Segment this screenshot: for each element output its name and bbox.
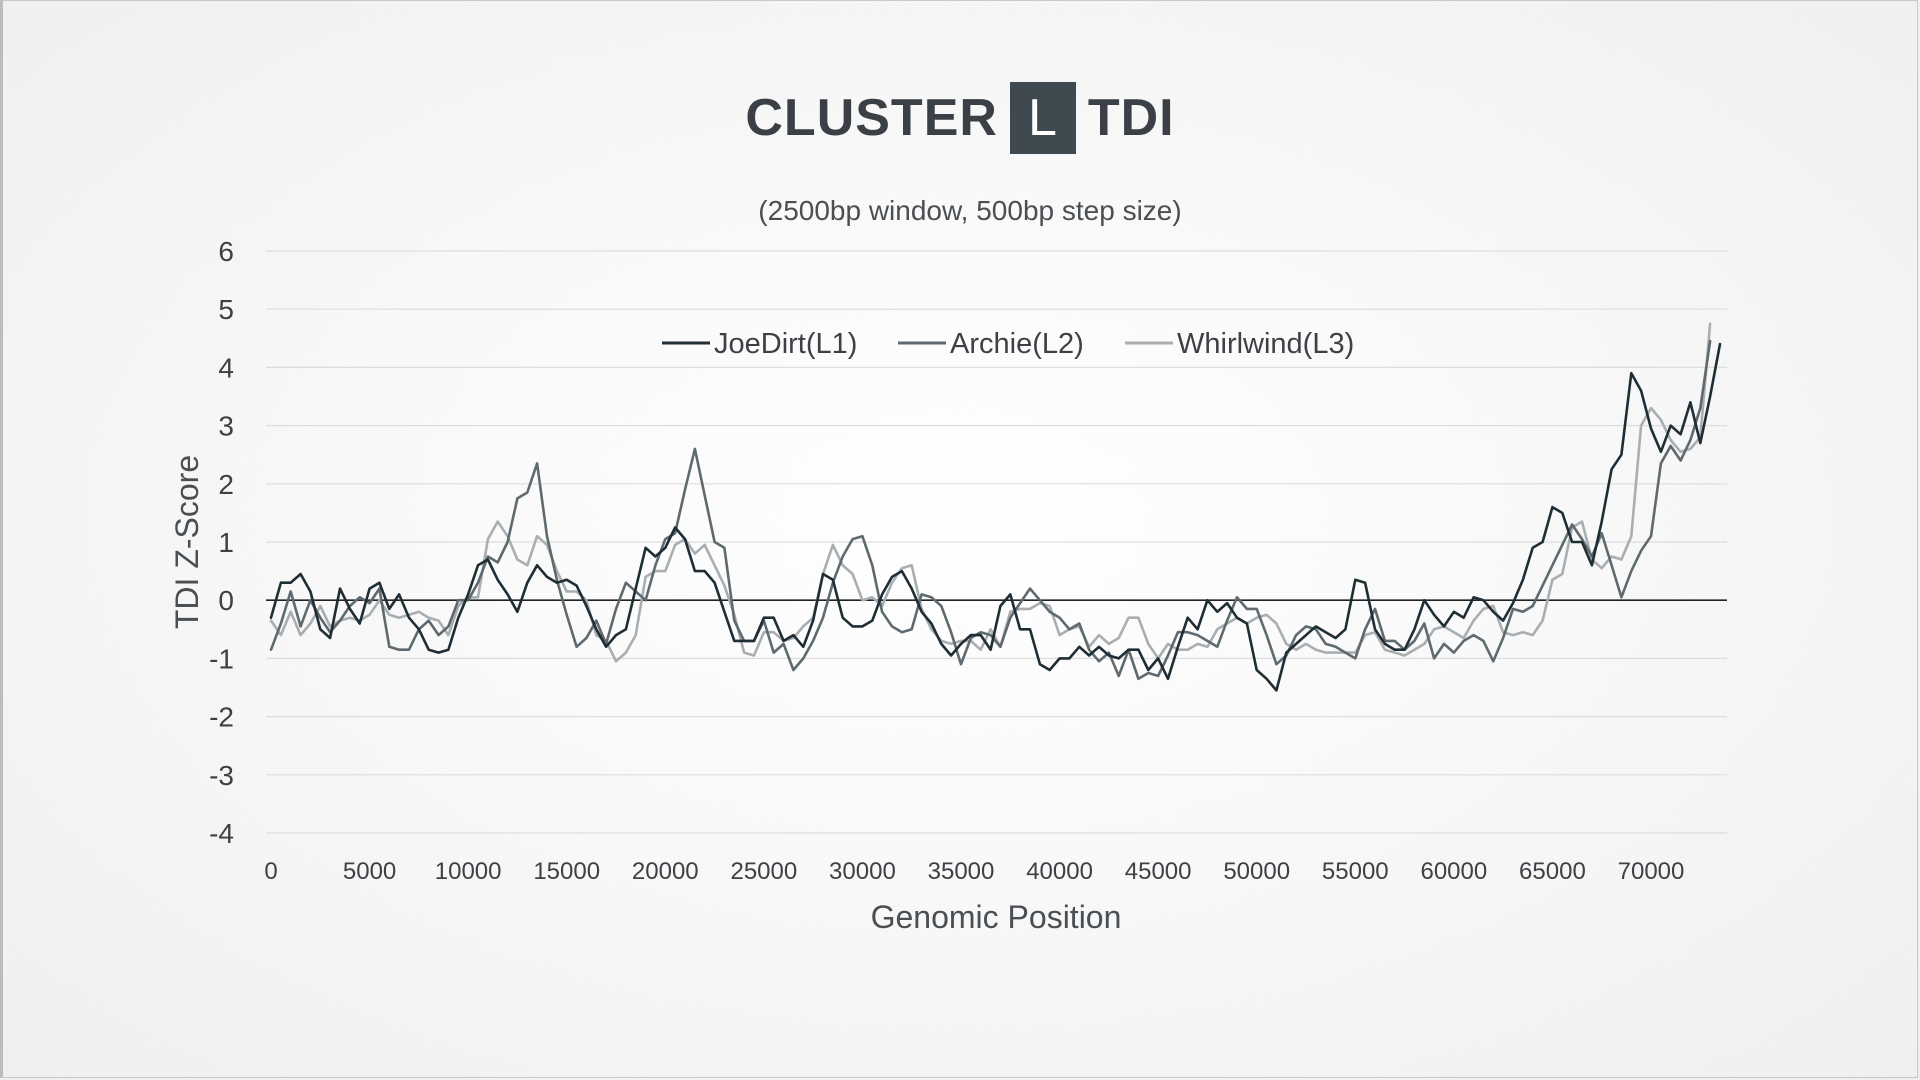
- y-tick-label: 1: [218, 527, 234, 558]
- title-prefix: CLUSTER: [745, 89, 998, 147]
- legend-label: Whirlwind(L3): [1177, 328, 1354, 360]
- x-tick-label: 10000: [435, 858, 502, 885]
- y-axis-title: TDI Z-Score: [169, 455, 205, 629]
- title-suffix: TDI: [1087, 89, 1175, 147]
- series-line-archie-l2: [269, 339, 1712, 681]
- y-tick-label: -2: [209, 702, 234, 733]
- x-tick-label: 5000: [343, 858, 396, 885]
- y-tick-label: 2: [218, 469, 234, 500]
- chart-subtitle: (2500bp window, 500bp step size): [758, 195, 1182, 226]
- y-tick-label: 6: [218, 236, 234, 267]
- series-line-whirlwind-l3: [269, 322, 1712, 663]
- series-line-joedirt-l1: [269, 342, 1722, 692]
- legend-label: JoeDirt(L1): [714, 328, 857, 360]
- legend-label: Archie(L2): [950, 328, 1084, 360]
- x-tick-label: 0: [264, 858, 277, 885]
- y-tick-label: -1: [209, 643, 234, 674]
- y-tick-label: 4: [218, 352, 234, 383]
- x-tick-label: 15000: [533, 858, 600, 885]
- x-axis-title: Genomic Position: [871, 899, 1122, 935]
- y-tick-label: 3: [218, 411, 234, 442]
- y-tick-label: 0: [218, 585, 234, 616]
- x-tick-label: 50000: [1223, 858, 1290, 885]
- title-letter-badge: L: [1009, 82, 1076, 154]
- x-tick-label: 60000: [1420, 858, 1487, 885]
- y-tick-label: 5: [218, 294, 234, 325]
- x-tick-label: 30000: [829, 858, 896, 885]
- x-tick-label: 20000: [632, 858, 699, 885]
- x-tick-label: 35000: [928, 858, 995, 885]
- y-tick-label: -3: [209, 760, 234, 791]
- x-tick-label: 70000: [1618, 858, 1685, 885]
- x-tick-label: 45000: [1125, 858, 1192, 885]
- chart-title: CLUSTER L TDI: [0, 82, 1920, 154]
- x-tick-label: 55000: [1322, 858, 1389, 885]
- x-tick-label: 40000: [1026, 858, 1093, 885]
- x-tick-label: 25000: [730, 858, 797, 885]
- y-tick-label: -4: [209, 818, 234, 849]
- x-tick-label: 65000: [1519, 858, 1586, 885]
